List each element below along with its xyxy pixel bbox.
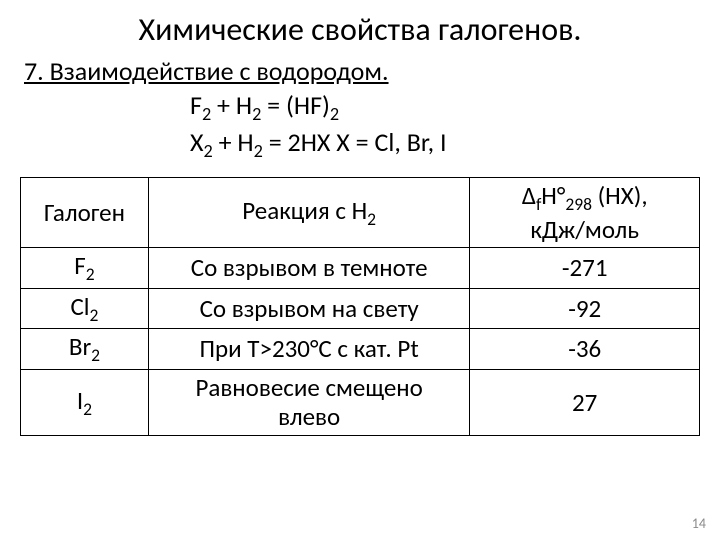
eq-sub: 2 — [90, 304, 99, 326]
eq-sub: 2 — [91, 344, 100, 366]
cell-halogen: I2 — [21, 369, 149, 435]
cell-reaction: Со взрывом в темноте — [148, 248, 469, 289]
cell-enthalpy: -271 — [470, 248, 700, 289]
col-enthalpy: ΔfH°298 (HX), кДж/моль — [470, 177, 700, 247]
enthalpy-unit: кДж/моль — [530, 214, 639, 245]
eq-sub: 2 — [83, 398, 92, 420]
cell-halogen: F2 — [21, 248, 149, 289]
col-reaction: Реакция с H2 — [148, 177, 469, 247]
halogen-symbol: Cl — [70, 291, 89, 322]
table-row: Cl2 Со взрывом на свету -92 — [21, 288, 700, 329]
eq1-f: F — [190, 89, 202, 121]
cell-reaction: Равновесие смещено влево — [148, 369, 469, 435]
cell-enthalpy: 27 — [470, 369, 700, 435]
halogen-table: Галоген Реакция с H2 ΔfH°298 (HX), кДж/м… — [20, 177, 700, 436]
eq-sub: 2 — [86, 263, 95, 285]
halogen-symbol: Br — [69, 331, 91, 362]
page-title: Химические свойства галогенов. — [20, 10, 700, 49]
cell-halogen: Br2 — [21, 329, 149, 370]
col-reaction-label: Реакция с H — [242, 195, 367, 226]
eq-sub: 2 — [330, 103, 339, 125]
table-row: F2 Со взрывом в темноте -271 — [21, 248, 700, 289]
h-deg: H° — [541, 180, 565, 211]
equations: F2 + H2 = (HF)2 X2 + H2 = 2HX X = Cl, Br… — [20, 89, 700, 163]
eq-sub: 2 — [202, 103, 211, 125]
halogen-symbol: F — [74, 250, 86, 281]
cell-reaction: Со взрывом на свету — [148, 288, 469, 329]
reaction-text-2: влево — [278, 401, 340, 432]
eq2-plus: + H — [213, 126, 254, 158]
sub-298: 298 — [565, 193, 592, 215]
eq-sub: 2 — [252, 103, 261, 125]
table-row: Br2 При T>230°C с кат. Pt -36 — [21, 329, 700, 370]
cell-enthalpy: -92 — [470, 288, 700, 329]
cell-halogen: Cl2 — [21, 288, 149, 329]
cell-reaction: При T>230°C с кат. Pt — [148, 329, 469, 370]
eq2-rhs: = 2HX X = Cl, Br, I — [263, 126, 447, 158]
col-halogen: Галоген — [21, 177, 149, 247]
section-heading: 7. Взаимодействие с водородом. — [24, 55, 700, 87]
cell-enthalpy: -36 — [470, 329, 700, 370]
eq-sub: 2 — [204, 140, 213, 162]
table-header-row: Галоген Реакция с H2 ΔfH°298 (HX), кДж/м… — [21, 177, 700, 247]
eq2-x: X — [190, 126, 204, 158]
delta: Δ — [522, 180, 536, 211]
slide: Химические свойства галогенов. 7. Взаимо… — [0, 0, 720, 540]
table-row: I2 Равновесие смещено влево 27 — [21, 369, 700, 435]
equation-2: X2 + H2 = 2HX X = Cl, Br, I — [20, 126, 700, 163]
page-number: 14 — [692, 515, 706, 532]
eq1-rhs: = (HF) — [261, 89, 330, 121]
equation-1: F2 + H2 = (HF)2 — [20, 89, 700, 126]
reaction-text: Равновесие смещено — [195, 372, 422, 403]
eq-sub: 2 — [254, 140, 263, 162]
hx-suffix: (HX), — [592, 180, 648, 211]
eq-sub: 2 — [367, 208, 376, 230]
eq1-plus: + H — [211, 89, 252, 121]
